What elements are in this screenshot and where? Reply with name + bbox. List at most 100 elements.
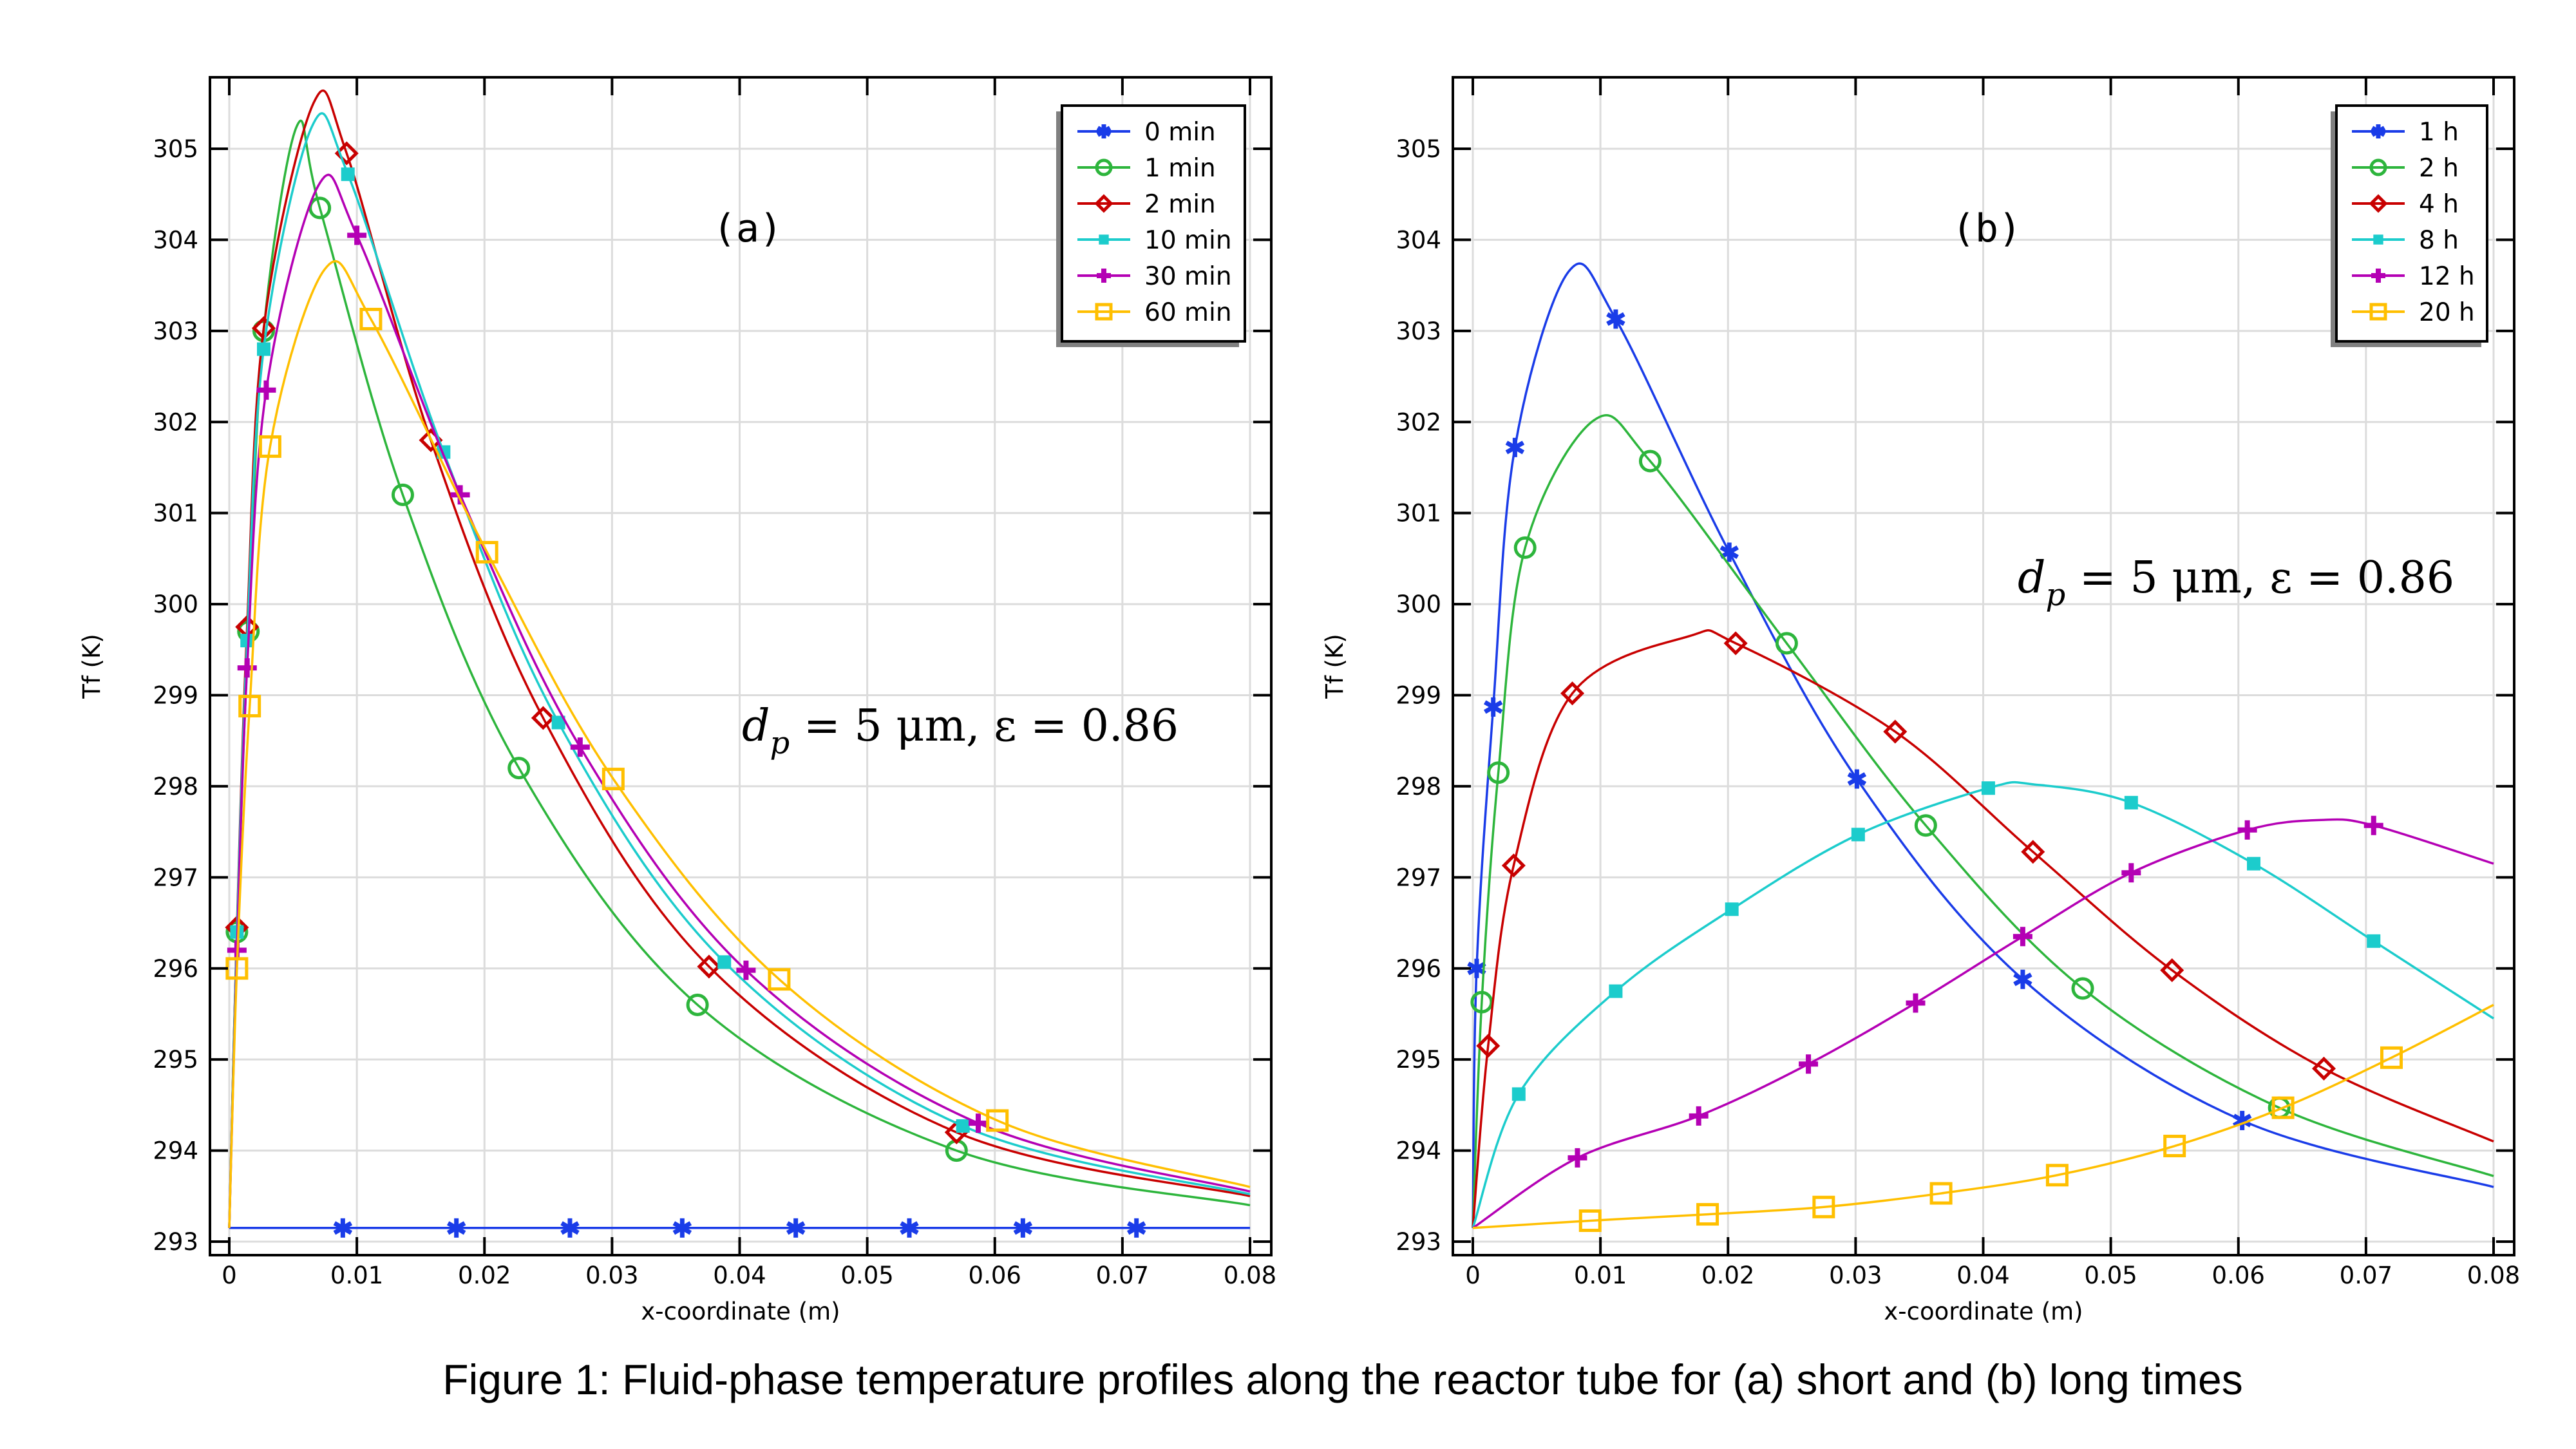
series-line-2-h (1472, 414, 2494, 1228)
data-point-1-min (507, 757, 531, 780)
legend-marker-icon (1094, 194, 1113, 213)
data-point-60-min (601, 768, 625, 791)
x-axis-label: x-coordinate (m) (641, 1298, 840, 1325)
legend-box (2335, 104, 2488, 343)
asterisk-stroke (1096, 126, 1112, 137)
data-point-1-min (391, 483, 414, 506)
y-tick-label: 294 (153, 1137, 198, 1165)
y-tick-label: 299 (153, 682, 198, 710)
y-tick-label: 303 (153, 317, 198, 345)
data-point-1-h (1505, 437, 1525, 457)
data-point-20-h (2163, 1135, 2186, 1158)
data-point-20-h (1929, 1182, 1953, 1205)
legend-marker-icon (2369, 158, 2387, 176)
y-tick-label: 304 (1396, 226, 1441, 254)
dp-subscript: p (2046, 577, 2066, 613)
legend-marker-icon (2373, 234, 2383, 245)
data-point-12-h (2121, 863, 2141, 883)
series-line-12-h (1472, 818, 2494, 1229)
data-point-8-h (2247, 857, 2261, 871)
data-point-0-min (900, 1218, 919, 1238)
legend-marker-icon (1095, 158, 1113, 176)
legend-marker-icon (1099, 234, 1109, 245)
legend-item: 2 min (1077, 190, 1216, 219)
y-tick-label: 303 (1396, 317, 1441, 345)
asterisk-stroke (2371, 126, 2386, 137)
data-point-2-h (1638, 450, 1662, 473)
data-point-8-h (1981, 781, 1995, 795)
data-point-12-h (1567, 1148, 1587, 1168)
data-point-10-min (717, 955, 732, 969)
annotation-text: = 5 μm, ε = 0.86 (2065, 553, 2454, 603)
data-point-30-min (736, 960, 756, 980)
data-point-12-h (1799, 1054, 1819, 1074)
x-tick-label: 0.04 (713, 1262, 766, 1289)
legend-marker-icon (2371, 124, 2386, 138)
data-point-4-h (1501, 853, 1526, 878)
y-tick-label: 298 (153, 773, 198, 800)
legend-marker-icon (1096, 124, 1112, 138)
y-tick-label: 294 (1396, 1137, 1441, 1165)
data-point-4-h (2311, 1056, 2336, 1081)
data-point-10-min (341, 167, 355, 182)
data-point-2-h (2071, 977, 2094, 1000)
asterisk-stroke (2013, 972, 2032, 987)
data-point-0-min (333, 1218, 353, 1238)
y-tick-label: 297 (1396, 864, 1441, 891)
chart-b: 0 0.01 0.02 0.03 0.04 0.05 0.06 0.07 0.08 293 294 2… (1321, 76, 2520, 1325)
legend-label: 1 h (2419, 118, 2459, 147)
legend-label: 2 h (2419, 154, 2459, 183)
data-point-4-h (1560, 681, 1585, 706)
legend-label: 12 h (2419, 262, 2475, 291)
data-point-1-h (2232, 1110, 2252, 1130)
data-point-60-min (986, 1109, 1009, 1132)
asterisk-stroke (333, 1221, 353, 1235)
asterisk-stroke (446, 1221, 466, 1235)
data-point-12-h (1906, 993, 1926, 1013)
legend-marker-icon (2369, 194, 2388, 213)
legend-box (1061, 104, 1246, 343)
legend-item: 30 min (1077, 262, 1232, 291)
legend-item: 8 h (2352, 226, 2459, 255)
parameter-annotation: dp = 5 μm, ε = 0.86 (2018, 553, 2454, 613)
data-point-20-h (2380, 1046, 2403, 1069)
x-tick-label: 0.08 (1224, 1262, 1276, 1289)
data-point-2-h (1914, 814, 1937, 837)
x-tick-label: 0.02 (1701, 1262, 1754, 1289)
asterisk-stroke (1719, 545, 1739, 560)
data-point-30-min (237, 658, 257, 678)
asterisk-stroke (1847, 772, 1867, 786)
y-tick-label: 302 (153, 408, 198, 436)
asterisk-stroke (900, 1221, 919, 1235)
legend-label: 4 h (2419, 190, 2459, 219)
legend-label: 60 min (1144, 298, 1232, 327)
panel-label: (b) (1952, 206, 2022, 251)
data-point-4-h (1723, 631, 1748, 656)
y-tick-label: 298 (1396, 773, 1441, 800)
annotation-text: = 5 μm, ε = 0.86 (790, 701, 1179, 752)
legend-label: 2 min (1144, 190, 1216, 219)
y-tick-label: 296 (153, 955, 198, 983)
legend-label: 0 min (1144, 118, 1216, 147)
series-group (1467, 262, 2494, 1232)
data-point-0-min (446, 1218, 466, 1238)
data-point-0-min (672, 1218, 692, 1238)
data-point-8-h (1851, 828, 1865, 842)
x-tick-label: 0.05 (840, 1262, 893, 1289)
data-point-2-min (334, 141, 359, 166)
data-point-12-h (2237, 820, 2257, 840)
asterisk-stroke (1483, 700, 1503, 714)
data-point-0-min (1126, 1218, 1146, 1238)
data-point-2-min (697, 954, 721, 979)
data-point-60-min (359, 307, 383, 330)
data-point-2-h (1470, 990, 1493, 1014)
asterisk-stroke (1126, 1221, 1146, 1235)
y-tick-label: 295 (153, 1046, 198, 1074)
legend-item: 0 min (1077, 118, 1216, 147)
data-point-1-h (1606, 309, 1625, 329)
data-point-0-min (1013, 1218, 1033, 1238)
data-point-8-h (1725, 902, 1739, 916)
legend-item: 10 min (1077, 226, 1232, 255)
data-point-1-min (686, 993, 709, 1016)
legend-item: 1 h (2352, 118, 2459, 147)
